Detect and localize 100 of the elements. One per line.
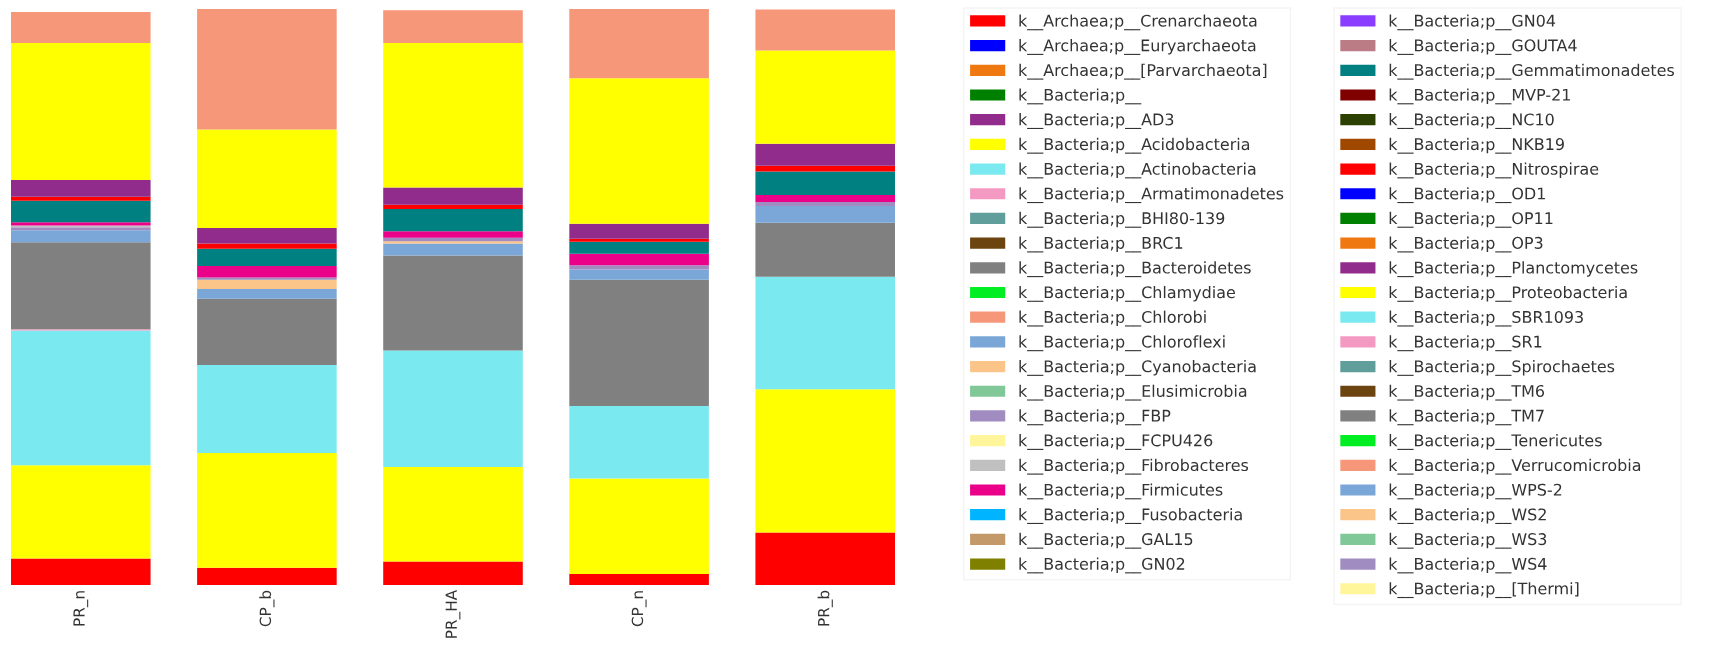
legend-label: k__Bacteria;p__FCPU426 [1019,434,1213,450]
legend-label: k__Bacteria;p__WS2 [1389,508,1546,525]
bar [755,389,895,533]
bar [569,265,709,270]
x-tick-label: CP_b [259,590,275,627]
legend-label: k__Bacteria;p__TM6 [1389,384,1545,401]
bar [197,288,337,299]
bar [755,143,895,166]
bar [11,196,151,201]
bar [197,243,337,249]
legend-label: k__Bacteria;p__NC10 [1389,113,1554,130]
legend-label: k__Bacteria;p__Gemmatimonadetes [1389,63,1674,80]
legend-label: k__Archaea;p__Euryarchaeota [1019,39,1256,55]
bar [383,208,523,232]
bar [569,405,709,479]
bar [755,195,895,202]
bar [569,269,709,280]
legend-label: k__Bacteria;p__OP3 [1389,236,1543,253]
bar [197,298,337,365]
legend-label: k__Bacteria;p__OP11 [1389,211,1553,228]
legend-label: k__Bacteria;p__[Thermi] [1389,582,1579,599]
bar [383,255,523,351]
bar [197,248,337,266]
bar [11,230,151,243]
bar [11,11,151,44]
legend-label: k__Bacteria;p__Armatimonadetes [1019,187,1284,204]
bar [569,478,709,575]
legend-label: k__Bacteria;p__Cyanobacteria [1019,359,1256,376]
bar [383,187,523,205]
bar [11,43,151,181]
bar [569,241,709,254]
x-tick-label: PR_HA [445,590,461,638]
bar [11,330,151,466]
legend-label: k__Bacteria;p__Chlorobi [1019,310,1206,327]
legend-label: k__Bacteria;p__WS3 [1389,532,1547,549]
legend-label: k__Bacteria;p__AD3 [1019,113,1174,130]
bar [569,574,709,586]
bar [755,532,895,586]
legend-label: k__Bacteria;p__Proteobacteria [1389,285,1627,302]
bar [755,206,895,223]
bar [197,227,337,244]
x-tick-label: PR_n [73,591,89,626]
bar [197,364,337,454]
bar [11,465,151,559]
legend-label: k__Bacteria;p__Fibrobacteres [1019,458,1249,475]
x-tick-label: PR_b [817,590,833,626]
bar [197,9,337,130]
legend-label: k__Bacteria;p__Tenericutes [1389,434,1602,450]
legend-label: k__Bacteria;p__SBR1093 [1389,310,1583,327]
legend-label: k__Bacteria;p__Fusobacteria [1019,508,1242,525]
legend-label: k__Bacteria;p__Spirochaetes [1389,359,1615,376]
bar [383,204,523,209]
bar [11,180,151,197]
bar [11,558,151,586]
bar [569,279,709,406]
bar [755,171,895,196]
legend-label: k__Bacteria;p__BRC1 [1019,236,1183,253]
bar [11,242,151,330]
legend-label: k__Bacteria;p__TM7 [1389,409,1544,426]
bar [755,9,895,51]
legend-label: k__Bacteria;p__Acidobacteria [1019,137,1250,154]
legend-label: k__Bacteria;p__Chloroflexi [1019,335,1225,352]
legend-label: k__Bacteria;p__NKB19 [1389,137,1564,154]
legend-label: k__Archaea;p__Crenarchaeota [1019,14,1257,31]
legend-label: k__Bacteria;p__BHI80-139 [1019,211,1225,228]
bar [383,466,523,562]
legend-label: k__Bacteria;p__Actinobacteria [1019,162,1256,179]
bar [755,50,895,144]
bar [197,567,337,586]
bar [197,453,337,568]
bar [569,78,709,224]
bar [11,200,151,223]
legend-label: k__Bacteria;p__MVP-21 [1389,88,1570,105]
bar [197,277,337,280]
bar [755,222,895,277]
bar [383,561,523,586]
legend-label: k__Bacteria;p__ [1019,88,1142,105]
legend-label: k__Bacteria;p__GN04 [1389,14,1556,31]
bar [569,9,709,79]
legend-label: k__Bacteria;p__Firmicutes [1019,483,1223,500]
legend-label: k__Bacteria;p__Verrucomicrobia [1389,458,1641,475]
legend-label: k__Archaea;p__[Parvarchaeota] [1019,63,1267,80]
legend-label: k__Bacteria;p__WS4 [1389,557,1547,574]
legend-label: k__Bacteria;p__WPS-2 [1389,483,1562,500]
bar [569,253,709,266]
legend-label: k__Bacteria;p__SR1 [1389,335,1542,352]
x-tick-label: CP_n [631,591,647,627]
legend-label: k__Bacteria;p__GN02 [1019,557,1185,574]
legend-label: k__Bacteria;p__Planctomycetes [1389,261,1638,278]
legend-label: k__Bacteria;p__Elusimicrobia [1019,384,1247,401]
bar [569,238,709,242]
bar [197,279,337,289]
legend-label: k__Bacteria;p__OD1 [1389,187,1545,204]
legend-label: k__Bacteria;p__Bacteroidetes [1019,261,1251,278]
bar [383,231,523,238]
bar [383,10,523,44]
legend-label: k__Bacteria;p__Chlamydiae [1019,285,1235,302]
bar [755,201,895,207]
bar [383,350,523,467]
bar [383,43,523,188]
